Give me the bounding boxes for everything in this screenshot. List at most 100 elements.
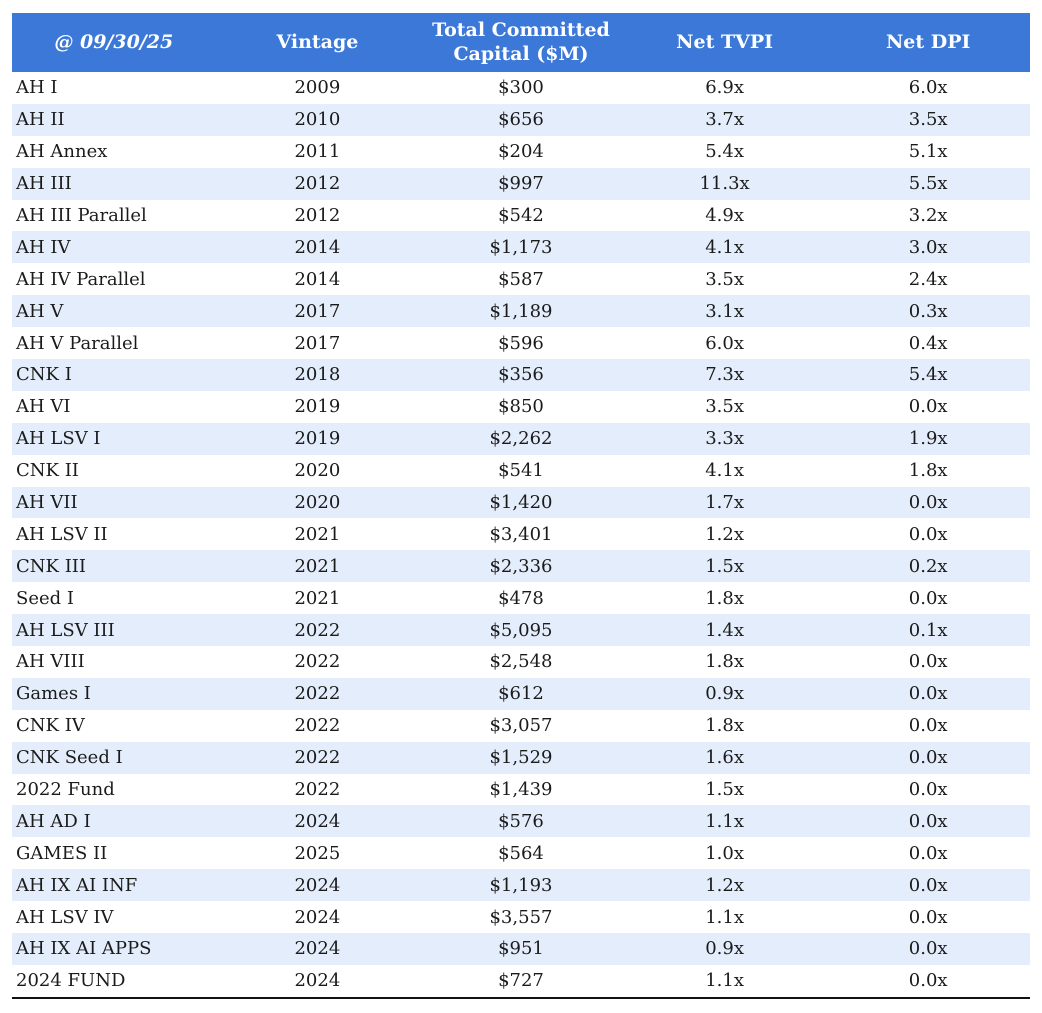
vintage-cell: 2021 bbox=[294, 555, 341, 577]
capital-m-cell: $542 bbox=[498, 205, 544, 226]
fund-cell: AH III Parallel bbox=[16, 205, 147, 226]
capital-m-cell: $2,548 bbox=[489, 651, 553, 673]
net-dpi-cell: 0.1x bbox=[908, 619, 948, 641]
fund-performance-table: @ 09/30/25 Vintage Total Committed Capit… bbox=[12, 13, 1030, 999]
capital-m-cell: $1,420 bbox=[489, 492, 553, 514]
fund-cell: CNK Seed I bbox=[16, 747, 123, 769]
fund-cell: GAMES II bbox=[16, 842, 108, 864]
table-body: AH I 2009 $300 6.9x 6.0x AH II 2010 $656 3.7x 3.5… bbox=[12, 72, 1030, 999]
vintage-cell: 2011 bbox=[294, 141, 341, 163]
net-tvpi-cell: 4.9x bbox=[705, 205, 744, 226]
vintage-cell: 2022 bbox=[294, 683, 341, 705]
fund-cell: Games I bbox=[16, 683, 91, 705]
vintage-cell: 2021 bbox=[294, 587, 341, 609]
net-tvpi-cell: 4.1x bbox=[705, 460, 744, 482]
vintage-cell: 2017 bbox=[294, 332, 341, 354]
table-row: AH V Parallel 2017 $596 6.0x 0.4x bbox=[12, 327, 1030, 360]
fund-cell: AH LSV IV bbox=[16, 906, 114, 928]
vintage-cell: 2020 bbox=[294, 460, 341, 482]
vintage-cell: 2019 bbox=[294, 428, 341, 450]
fund-cell: AH LSV I bbox=[16, 428, 101, 450]
net-tvpi-cell: 6.0x bbox=[705, 332, 744, 354]
fund-cell: AH IV bbox=[16, 236, 71, 258]
net-tvpi-cell: 6.9x bbox=[705, 77, 744, 99]
net-tvpi-cell: 1.8x bbox=[705, 587, 744, 609]
capital-m-cell: $1,439 bbox=[489, 779, 553, 801]
net-tvpi-cell: 4.1x bbox=[705, 236, 744, 258]
net-tvpi-cell: 1.5x bbox=[705, 779, 744, 801]
fund-cell: 2024 FUND bbox=[12, 964, 216, 999]
net-dpi-cell: 6.0x bbox=[908, 77, 948, 99]
fund-cell: AH V Parallel bbox=[16, 332, 139, 354]
vintage-cell: 2012 bbox=[294, 173, 341, 195]
fund-cell: AH III bbox=[16, 173, 72, 195]
net-dpi-cell: 1.9x bbox=[908, 428, 948, 450]
net-tvpi-cell: 3.5x bbox=[705, 268, 744, 290]
net-tvpi-cell: 3.1x bbox=[705, 300, 744, 322]
net-dpi-cell: 0.0x bbox=[908, 523, 948, 545]
vintage-cell: 2024 bbox=[294, 810, 341, 832]
header-total-committed-capital: Total Committed Capital ($M) bbox=[419, 13, 623, 72]
net-dpi-cell: 0.0x bbox=[908, 810, 948, 832]
net-dpi-cell: 1.8x bbox=[908, 460, 948, 482]
fund-cell: AH VIII bbox=[16, 651, 85, 673]
capital-m-cell: $1,193 bbox=[489, 874, 553, 896]
table-row: CNK IV 2022 $3,057 1.8x 0.0x bbox=[12, 709, 1030, 742]
table-row: AH LSV II 2021 $3,401 1.2x 0.0x bbox=[12, 518, 1030, 551]
net-dpi-cell: 3.2x bbox=[908, 205, 948, 226]
capital-m-cell: $576 bbox=[498, 810, 544, 832]
capital-m-cell: $541 bbox=[498, 460, 544, 482]
table-row: AH LSV IV 2024 $3,557 1.1x 0.0x bbox=[12, 901, 1030, 934]
net-dpi-cell: 0.2x bbox=[908, 555, 948, 577]
net-dpi-cell: 0.4x bbox=[908, 332, 948, 354]
table-row: AH IX AI APPS 2024 $951 0.9x 0.0x bbox=[12, 933, 1030, 965]
fund-cell: AH II bbox=[16, 109, 65, 131]
fund-performance-table-container: @ 09/30/25 Vintage Total Committed Capit… bbox=[12, 13, 1030, 999]
vintage-cell: 2022 bbox=[294, 715, 341, 737]
header-net-tvpi: Net TVPI bbox=[622, 13, 827, 72]
net-dpi-cell: 0.0x bbox=[908, 715, 948, 737]
capital-m-cell: $727 bbox=[419, 964, 623, 999]
capital-m-cell: $564 bbox=[498, 842, 544, 864]
table-header: @ 09/30/25 Vintage Total Committed Capit… bbox=[12, 13, 1030, 72]
capital-m-cell: $587 bbox=[498, 268, 544, 290]
net-tvpi-cell: 3.7x bbox=[705, 109, 744, 131]
vintage-cell: 2022 bbox=[294, 747, 341, 769]
table-row: AH AD I 2024 $576 1.1x 0.0x bbox=[12, 805, 1030, 838]
capital-m-cell: $951 bbox=[498, 938, 544, 960]
fund-cell: AH Annex bbox=[16, 141, 108, 163]
net-dpi-cell: 0.3x bbox=[908, 300, 948, 322]
table-row: CNK I 2018 $356 7.3x 5.4x bbox=[12, 359, 1030, 391]
table-row: CNK III 2021 $2,336 1.5x 0.2x bbox=[12, 550, 1030, 583]
net-tvpi-cell: 1.8x bbox=[705, 715, 744, 737]
net-dpi-cell: 0.0x bbox=[908, 906, 948, 928]
vintage-cell: 2020 bbox=[294, 492, 341, 514]
vintage-cell: 2014 bbox=[294, 236, 341, 258]
vintage-cell: 2024 bbox=[294, 906, 341, 928]
table-row: AH LSV I 2019 $2,262 3.3x 1.9x bbox=[12, 422, 1030, 455]
net-tvpi-cell: 1.7x bbox=[705, 492, 744, 514]
table-row: AH III 2012 $997 11.3x 5.5x bbox=[12, 167, 1030, 200]
net-dpi-cell: 0.0x bbox=[826, 964, 1030, 999]
net-dpi-cell: 0.0x bbox=[908, 747, 948, 769]
vintage-cell: 2021 bbox=[294, 523, 341, 545]
header-as-of-date: @ 09/30/25 bbox=[12, 13, 216, 72]
fund-cell: CNK II bbox=[16, 460, 79, 482]
capital-m-cell: $2,336 bbox=[489, 555, 553, 577]
vintage-cell: 2022 bbox=[294, 779, 341, 801]
table-row: AH VI 2019 $850 3.5x 0.0x bbox=[12, 390, 1030, 423]
table-row: AH II 2010 $656 3.7x 3.5x bbox=[12, 103, 1030, 136]
net-dpi-cell: 0.0x bbox=[908, 492, 948, 514]
vintage-cell: 2022 bbox=[294, 619, 341, 641]
capital-m-cell: $997 bbox=[498, 173, 544, 195]
capital-m-cell: $850 bbox=[498, 396, 544, 418]
capital-m-cell: $2,262 bbox=[489, 428, 553, 450]
table-row: GAMES II 2025 $564 1.0x 0.0x bbox=[12, 837, 1030, 870]
table-row: AH III Parallel 2012 $542 4.9x 3.2x bbox=[12, 199, 1030, 232]
vintage-cell: 2024 bbox=[294, 938, 341, 960]
net-tvpi-cell: 7.3x bbox=[705, 364, 744, 386]
net-dpi-cell: 0.0x bbox=[908, 683, 948, 705]
fund-cell: AH AD I bbox=[16, 810, 91, 832]
fund-cell: AH I bbox=[16, 77, 58, 99]
fund-cell: AH IX AI INF bbox=[16, 874, 138, 896]
